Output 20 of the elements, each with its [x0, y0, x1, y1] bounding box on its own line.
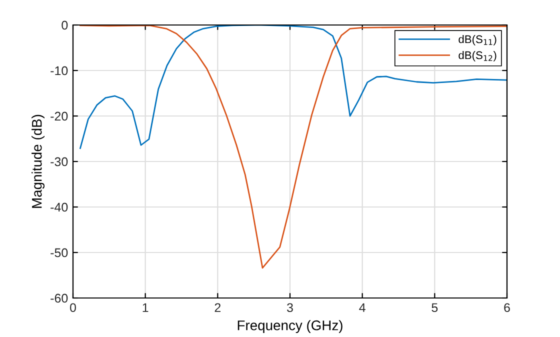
y-tick-label: -50 [50, 248, 68, 258]
y-tick-label: 0 [62, 20, 68, 30]
legend-label: dB(S$_{11}$) [458, 35, 496, 46]
y-axis-title: Magnitude (dB) [32, 114, 45, 208]
y-tick-label: -30 [50, 157, 68, 166]
line-series [80, 25, 507, 269]
y-tick-label: -10 [50, 66, 68, 76]
x-tick-label: 0 [70, 303, 76, 312]
y-tick-label: -40 [50, 202, 68, 212]
x-tick-label: 5 [432, 303, 438, 312]
x-tick-label: 1 [142, 303, 148, 312]
x-tick-label: 3 [287, 303, 293, 312]
line-series [80, 25, 507, 149]
x-tick-label: 6 [504, 303, 510, 312]
x-axis-title: Frequency (GHz) [238, 320, 342, 334]
y-tick-label: -60 [50, 294, 68, 303]
legend-label: dB(S$_{12}$) [458, 51, 496, 62]
y-tick-label: -20 [50, 112, 68, 121]
x-tick-label: 2 [214, 303, 221, 312]
x-tick-label: 4 [359, 303, 366, 312]
